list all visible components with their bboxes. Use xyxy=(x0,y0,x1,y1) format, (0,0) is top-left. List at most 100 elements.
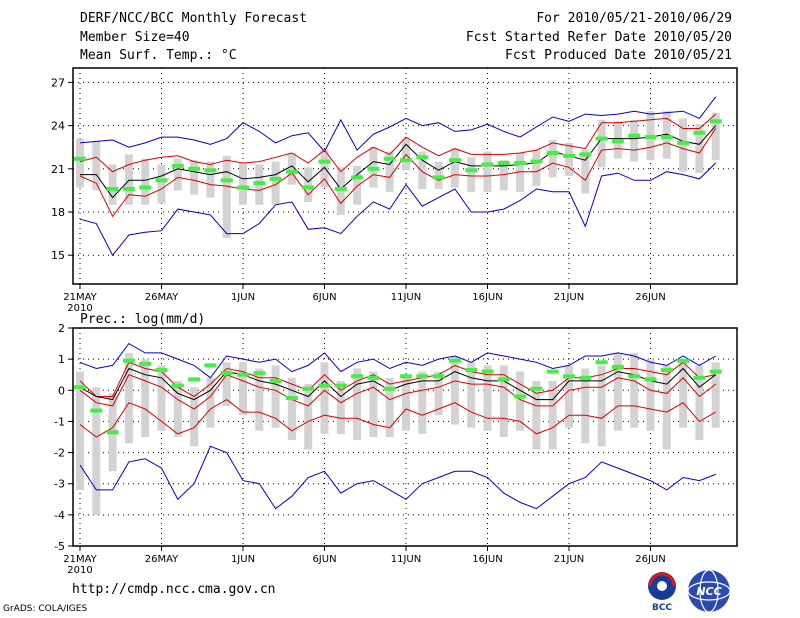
prec-observed-marker xyxy=(530,386,543,391)
prec-ensemble-bar xyxy=(76,371,84,490)
prec-observed-marker xyxy=(106,430,119,435)
temp-ensemble-bar xyxy=(679,118,688,172)
prec-observed-marker xyxy=(285,396,298,401)
temp-ensemble-bar xyxy=(532,150,541,187)
temp-xtick-label: 26MAY xyxy=(145,292,179,303)
temp-ensemble-bar xyxy=(92,141,101,191)
prec-xtick-label: 16JUN xyxy=(472,554,502,565)
prec-ensemble-bar xyxy=(385,377,394,437)
prec-ensemble-bar xyxy=(613,352,622,431)
prec-ensemble-bar xyxy=(581,368,590,444)
temp-ensemble-bar xyxy=(287,152,296,185)
prec-ensemble-bar xyxy=(695,365,704,441)
temp-ensemble-bar xyxy=(630,119,639,162)
prec-observed-marker xyxy=(253,371,266,376)
temp-observed-marker xyxy=(139,185,152,190)
prec-observed-marker xyxy=(155,368,168,373)
prec-ensemble-bar xyxy=(141,359,150,437)
temp-observed-marker xyxy=(709,119,722,124)
prec-observed-marker xyxy=(481,369,494,374)
prec-observed-marker xyxy=(188,377,201,382)
temp-series-upper xyxy=(79,113,717,173)
temp-ensemble-bar xyxy=(239,163,247,205)
prec-series-min xyxy=(79,445,716,510)
prec-observed-marker xyxy=(448,358,461,363)
prec-ensemble-bar xyxy=(565,365,573,428)
temp-observed-marker xyxy=(318,159,331,164)
temp-observed-marker xyxy=(302,185,315,190)
temp-ensemble-bar xyxy=(499,160,508,191)
temp-observed-marker xyxy=(514,161,527,166)
prec-xtick-label: 26JUN xyxy=(635,554,665,565)
prec-ensemble-bar xyxy=(402,374,410,431)
temp-ensemble-bar xyxy=(516,152,525,192)
prec-observed-marker xyxy=(220,371,233,376)
temp-ensemble-bar xyxy=(450,148,459,188)
prec-ensemble-bar xyxy=(532,380,541,450)
prec-ensemble-bar xyxy=(434,371,443,416)
prec-observed-marker xyxy=(595,360,608,365)
temp-observed-marker xyxy=(660,135,673,140)
ncc-logo: NCC xyxy=(687,569,731,613)
forecast-produced-date: Fcst Produced Date 2010/05/21 xyxy=(505,48,732,63)
prec-ensemble-bar xyxy=(271,365,280,428)
temp-observed-marker xyxy=(546,150,559,155)
bcc-logo-arc xyxy=(648,572,676,587)
temp-ensemble-bar xyxy=(467,157,476,192)
prec-observed-marker xyxy=(400,374,412,379)
prec-observed-marker xyxy=(139,361,152,366)
prec-ensemble-bar xyxy=(255,368,264,431)
prec-observed-marker xyxy=(709,369,722,374)
temp-series-mean xyxy=(80,125,717,199)
ncc-logo-ring xyxy=(687,581,731,601)
prec-series-low xyxy=(79,399,716,438)
temp-observed-marker xyxy=(269,176,282,181)
temp-observed-marker xyxy=(351,175,364,180)
prec-series-lower xyxy=(79,374,717,410)
prec-ensemble-bar xyxy=(222,362,231,406)
temp-observed-marker xyxy=(416,155,429,160)
prec-ensemble-bar xyxy=(516,371,525,431)
prec-ensemble-bar xyxy=(304,384,313,450)
prec-ytick-label: -1 xyxy=(54,415,65,428)
temp-observed-marker xyxy=(400,158,412,163)
temp-ensemble-bar xyxy=(662,111,671,159)
prec-observed-marker xyxy=(546,369,559,374)
temp-observed-marker xyxy=(530,159,543,164)
temp-ytick-label: 27 xyxy=(51,76,65,89)
prec-observed-marker xyxy=(660,368,673,373)
prec-plot-frame xyxy=(72,327,738,547)
prec-ensemble-bar xyxy=(369,371,378,437)
prec-ytick-label: 2 xyxy=(58,322,65,335)
temp-observed-marker xyxy=(579,152,592,157)
temp-observed-marker xyxy=(644,135,657,140)
prec-observed-marker xyxy=(318,383,331,388)
temp-ensemble-bar xyxy=(418,151,427,189)
temp-ensemble-bar xyxy=(271,161,280,205)
source-url[interactable]: http://cmdp.ncc.cma.gov.cn xyxy=(72,582,276,597)
temp-observed-marker xyxy=(106,186,119,191)
prec-xtick-year-label: 2010 xyxy=(67,565,92,576)
prec-xtick-label: 26MAY xyxy=(145,554,179,565)
prec-ensemble-bar xyxy=(679,359,688,428)
prec-ensemble-bar xyxy=(173,380,182,437)
prec-observed-marker xyxy=(628,374,641,379)
temp-observed-marker xyxy=(220,178,233,183)
prec-observed-marker xyxy=(351,374,364,379)
prec-ytick-label: 1 xyxy=(58,353,65,366)
prec-xtick-label: 21MAY xyxy=(63,554,97,565)
prec-xtick-label: 21JUN xyxy=(554,554,584,565)
temp-observed-marker xyxy=(677,140,690,145)
temp-observed-marker xyxy=(285,169,298,174)
temp-xtick-label: 21JUN xyxy=(554,292,584,303)
prec-ensemble-bar xyxy=(662,365,671,450)
temp-ensemble-bar xyxy=(76,138,84,188)
prec-observed-marker xyxy=(383,386,396,391)
temp-series-max xyxy=(79,96,717,153)
temp-ensemble-bar xyxy=(483,151,492,192)
temp-ensemble-bar xyxy=(320,150,329,188)
temp-series-lower xyxy=(79,128,717,218)
prec-ensemble-bar xyxy=(353,368,362,441)
temp-ytick-label: 24 xyxy=(51,120,65,133)
prec-xtick-label: 11JUN xyxy=(391,554,421,565)
